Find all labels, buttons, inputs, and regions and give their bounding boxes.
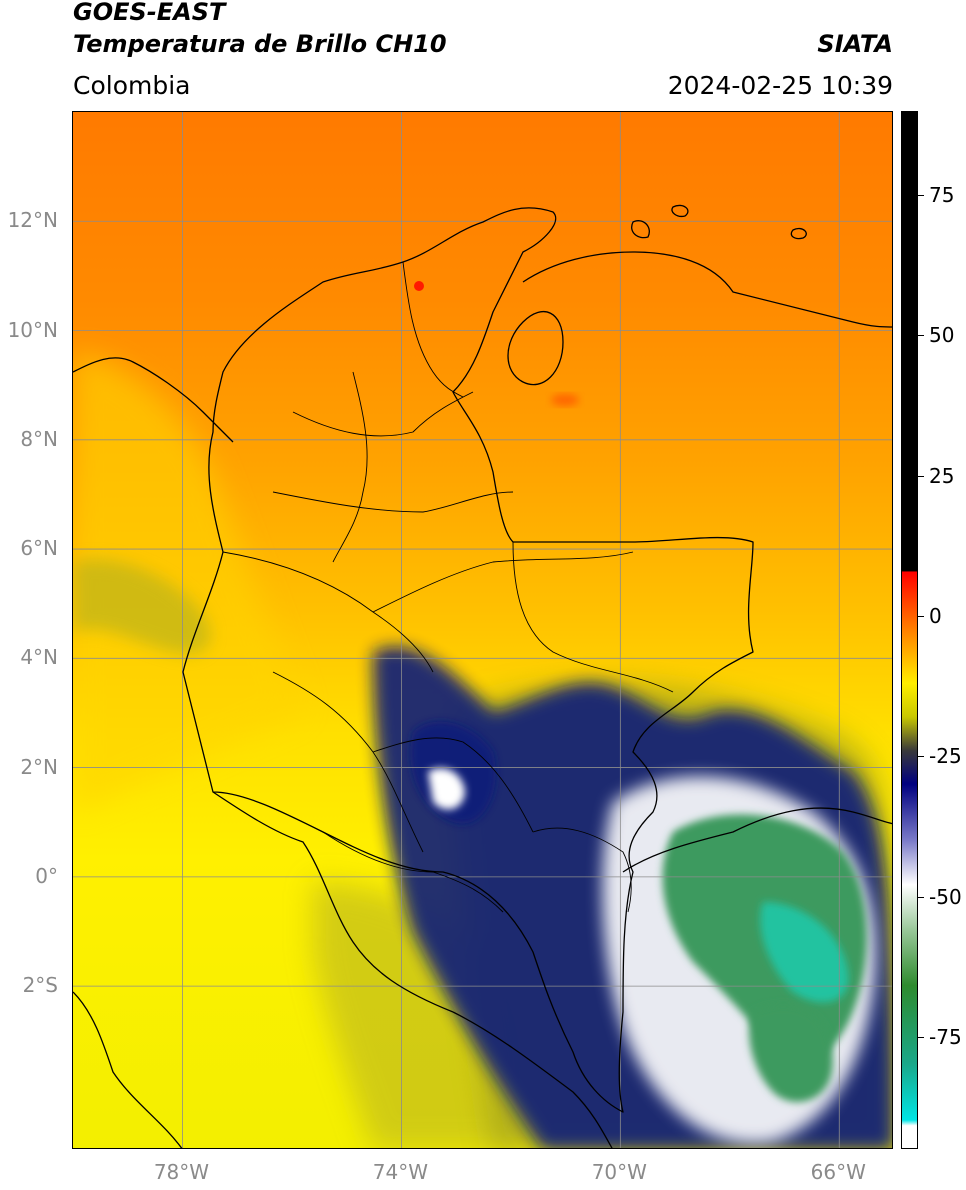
colorbar-tick-label: -25	[929, 744, 962, 769]
lon-tick-label: 70°W	[591, 1160, 647, 1184]
southern-green-lobe	[749, 1004, 833, 1102]
central-america-coast	[73, 357, 234, 443]
department-line-11	[402, 261, 464, 398]
department-line-9	[322, 831, 504, 913]
island-2	[671, 204, 689, 218]
colorbar-tick-mark	[918, 195, 924, 197]
lat-tick-label: 2°S	[22, 973, 58, 998]
lon-tick-label: 74°W	[372, 1160, 429, 1184]
lat-tick-label: 10°N	[7, 317, 58, 342]
map-canvas	[73, 112, 892, 1148]
colorbar-tick-label: 25	[929, 463, 955, 488]
colombia-outline	[182, 207, 754, 1113]
satellite-title: GOES-EAST	[73, 0, 226, 26]
department-line-5	[512, 541, 674, 693]
lat-tick-label: 6°N	[20, 536, 58, 561]
lon-tick-label: 66°W	[810, 1160, 866, 1184]
colorbar-tick-label: 50	[929, 323, 955, 348]
lat-tick-label: 0°	[35, 863, 58, 888]
lat-tick-label: 2°N	[20, 754, 58, 779]
ecuador-coast	[73, 991, 183, 1148]
department-line-10	[332, 371, 368, 563]
island-1	[631, 220, 650, 239]
northern-white-blob	[428, 768, 465, 810]
organization-label: SIATA	[817, 30, 893, 58]
department-line-2	[272, 491, 514, 513]
cold-cloud-teal-core	[760, 902, 849, 1003]
colorbar	[901, 111, 918, 1149]
datetime-label: 2024-02-25 10:39	[667, 71, 893, 100]
island-3	[790, 227, 807, 240]
product-title: Temperatura de Brillo CH10	[73, 30, 447, 58]
brazil-border	[622, 807, 892, 873]
western-yellow-band	[73, 352, 303, 812]
map-panel[interactable]	[72, 111, 893, 1149]
department-line-6	[272, 671, 424, 853]
colorbar-tick-label: 75	[929, 183, 955, 208]
pacific-olive-patch	[73, 559, 211, 654]
colorbar-tick-mark	[918, 756, 924, 758]
region-label: Colombia	[73, 71, 191, 100]
department-line-7	[372, 737, 534, 833]
colorbar-tick-label: 0	[929, 603, 942, 628]
colorbar-tick-mark	[918, 615, 924, 617]
lat-tick-label: 8°N	[20, 426, 58, 451]
department-line-8	[532, 827, 632, 913]
colorbar-tick-label: -50	[929, 884, 962, 909]
lat-tick-label: 4°N	[20, 645, 58, 670]
borders	[73, 204, 892, 1148]
department-line-1	[292, 391, 474, 437]
colorbar-tick-label: -75	[929, 1024, 962, 1049]
colorbar-tick-mark	[918, 335, 924, 337]
colorbar-tick-mark	[918, 1036, 924, 1038]
lat-tick-label: 12°N	[7, 208, 58, 233]
department-line-3	[222, 551, 434, 673]
caribbean-red-spot	[414, 281, 424, 291]
colorbar-tick-mark	[918, 896, 924, 898]
venezuela-coast	[522, 251, 892, 328]
lon-tick-label: 78°W	[153, 1160, 210, 1184]
ecuador-border	[212, 791, 454, 1013]
lake-maracaibo	[507, 310, 564, 386]
graticule	[73, 112, 892, 1148]
department-line-4	[372, 551, 634, 613]
peru-border	[452, 1011, 613, 1148]
red-patch	[551, 394, 579, 406]
colorbar-tick-mark	[918, 475, 924, 477]
